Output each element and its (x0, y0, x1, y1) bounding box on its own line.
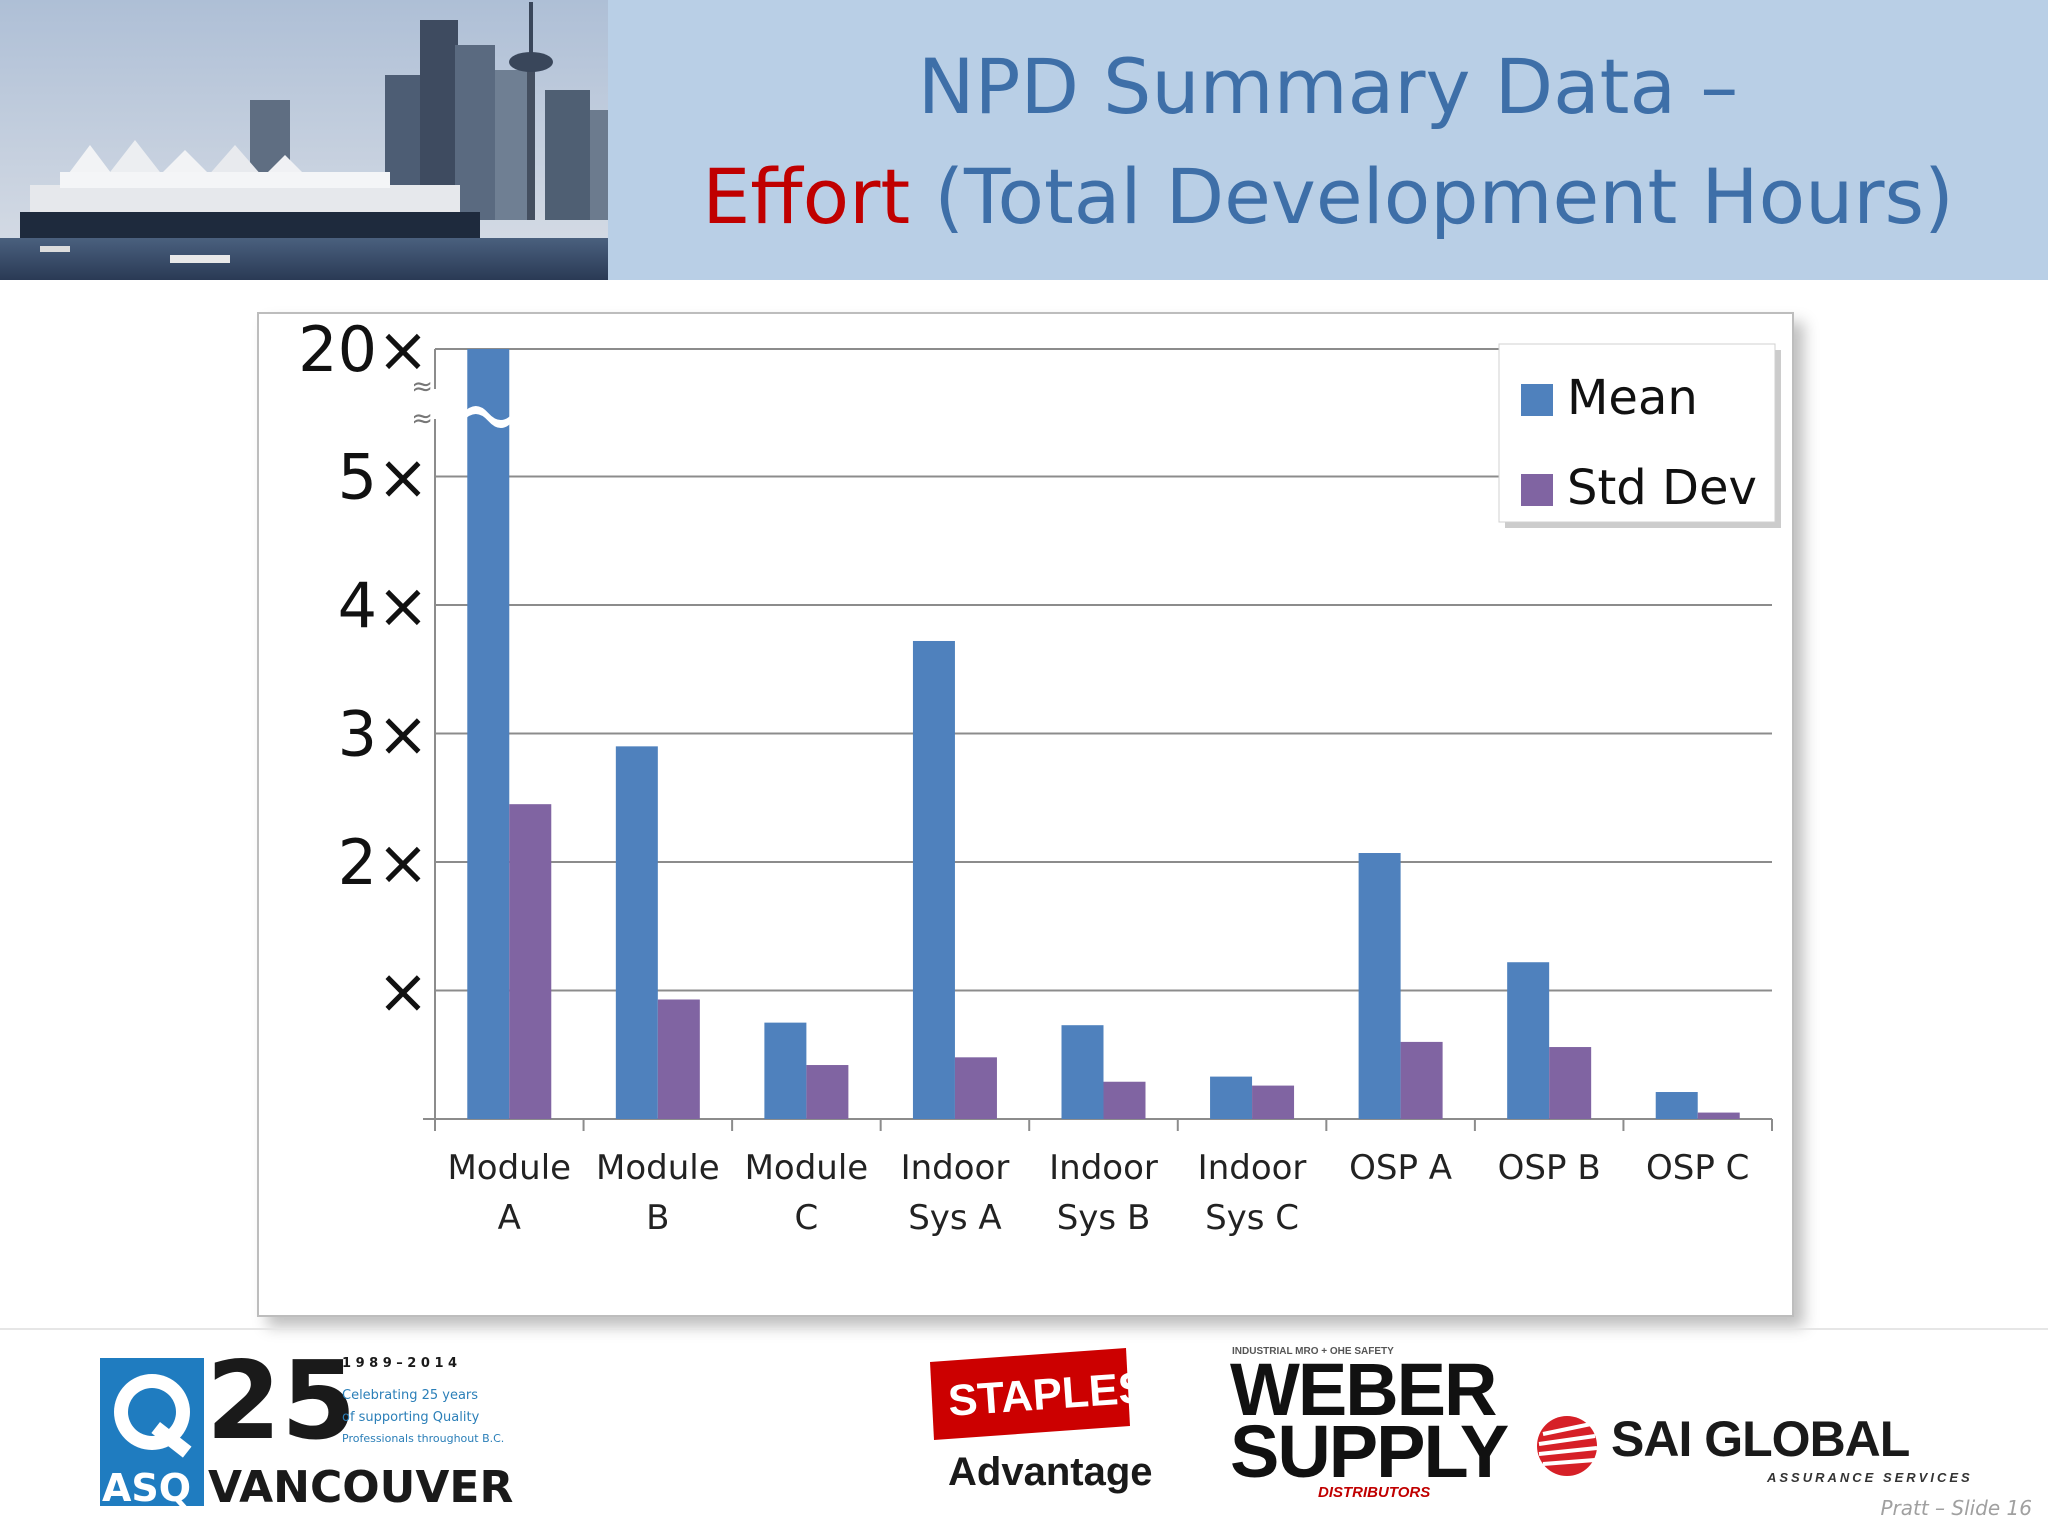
weber-line1: WEBER (1230, 1348, 1497, 1431)
weber-bottom: DISTRIBUTORS (1318, 1484, 1431, 1501)
slide-title-accent: Effort (702, 152, 911, 241)
y-tick-label: 4× (338, 569, 429, 642)
slide-title-rest: (Total Development Hours) (910, 152, 1954, 241)
bar (1061, 1025, 1104, 1119)
x-tick-label: OSP A (1349, 1148, 1452, 1188)
bar (1400, 1041, 1443, 1119)
bar (764, 1022, 807, 1119)
chart-frame: × 2× 3× 4× 5× 20× ≈ ≈ Module A Module B Module C Indoo… (257, 312, 1794, 1317)
bar (1655, 1092, 1698, 1119)
x-tick-label: Indoor (1049, 1148, 1158, 1188)
asq-vancouver-logo: Q ASQ 25 VANCOUVER 1 9 8 9 – 2 0 1 4 Cel… (98, 1342, 538, 1513)
legend-swatch (1521, 474, 1553, 506)
x-tick-label: Indoor (1198, 1148, 1307, 1188)
y-tick-label: 2× (338, 826, 429, 899)
bar (1697, 1112, 1740, 1119)
staples-advantage: Advantage (948, 1450, 1153, 1494)
sai-global-logo: SAI GLOBAL ASSURANCE SERVICES (1535, 1410, 1970, 1490)
y-tick-label: 3× (338, 698, 429, 771)
sai-sub: ASSURANCE SERVICES (1767, 1470, 1973, 1485)
x-tick-label: Sys C (1205, 1198, 1299, 1238)
bar (467, 349, 510, 1119)
vancouver-harbour-photo (0, 0, 608, 280)
bar (509, 804, 552, 1119)
axis-break-symbol: ≈ (411, 404, 433, 434)
bar (1103, 1081, 1146, 1119)
asq-city: VANCOUVER (208, 1462, 514, 1513)
slide-number: Pratt – Slide 16 (1880, 1496, 2032, 1520)
bar (1252, 1085, 1295, 1119)
asq-25: 25 (206, 1339, 357, 1464)
x-tick-label: Module (745, 1148, 869, 1188)
bar-break-mark (463, 406, 514, 428)
footer-divider (0, 1328, 2048, 1330)
y-tick-label: 20× (298, 314, 429, 386)
legend-label: Mean (1567, 370, 1698, 426)
x-tick-label: Indoor (901, 1148, 1010, 1188)
sai-name: SAI GLOBAL (1611, 1411, 1910, 1467)
bar (1507, 962, 1550, 1119)
weber-line2: SUPPLY (1230, 1410, 1509, 1493)
bar (1549, 1047, 1592, 1119)
effort-bar-chart: ×2×3×4×5×20×≈≈ModuleAModuleBModuleCIndoo… (298, 314, 1781, 1238)
bar (912, 640, 955, 1119)
x-tick-label: Sys B (1057, 1198, 1151, 1238)
legend-swatch (1521, 384, 1553, 416)
staples-logo: STAPLES (930, 1348, 1149, 1440)
x-tick-label: Module (447, 1148, 571, 1188)
x-tick-label: B (646, 1198, 669, 1238)
weber-supply-logo: INDUSTRIAL MRO + OHE SAFETY WEBER SUPPLY… (1230, 1346, 1509, 1506)
asq-tagline-2: of supporting Quality (342, 1410, 480, 1425)
bar (657, 999, 700, 1119)
x-tick-label: Module (596, 1148, 720, 1188)
asq-label: ASQ (102, 1466, 192, 1510)
asq-tagline-3: Professionals throughout B.C. (342, 1432, 505, 1445)
axis-break-symbol: ≈ (411, 372, 433, 402)
x-tick-label: A (498, 1198, 521, 1238)
slide-title-line-2: Effort (Total Development Hours) (608, 152, 2048, 242)
weber-top: INDUSTRIAL MRO + OHE SAFETY (1232, 1346, 1394, 1357)
x-tick-label: C (795, 1198, 819, 1238)
bar (615, 746, 658, 1119)
slide-title-line-1: NPD Summary Data – (917, 42, 1739, 131)
bar (1358, 853, 1401, 1119)
asq-tagline-1: Celebrating 25 years (342, 1388, 479, 1403)
bar (1210, 1076, 1253, 1119)
x-tick-label: Sys A (908, 1198, 1001, 1238)
y-tick-label: × (377, 955, 429, 1028)
bar (806, 1065, 849, 1119)
x-tick-label: OSP C (1646, 1148, 1749, 1188)
y-tick-label: 5× (338, 441, 429, 514)
asq-years: 1 9 8 9 – 2 0 1 4 (342, 1356, 458, 1371)
x-tick-label: OSP B (1498, 1148, 1601, 1188)
legend-label: Std Dev (1567, 460, 1757, 516)
bar (954, 1057, 997, 1119)
